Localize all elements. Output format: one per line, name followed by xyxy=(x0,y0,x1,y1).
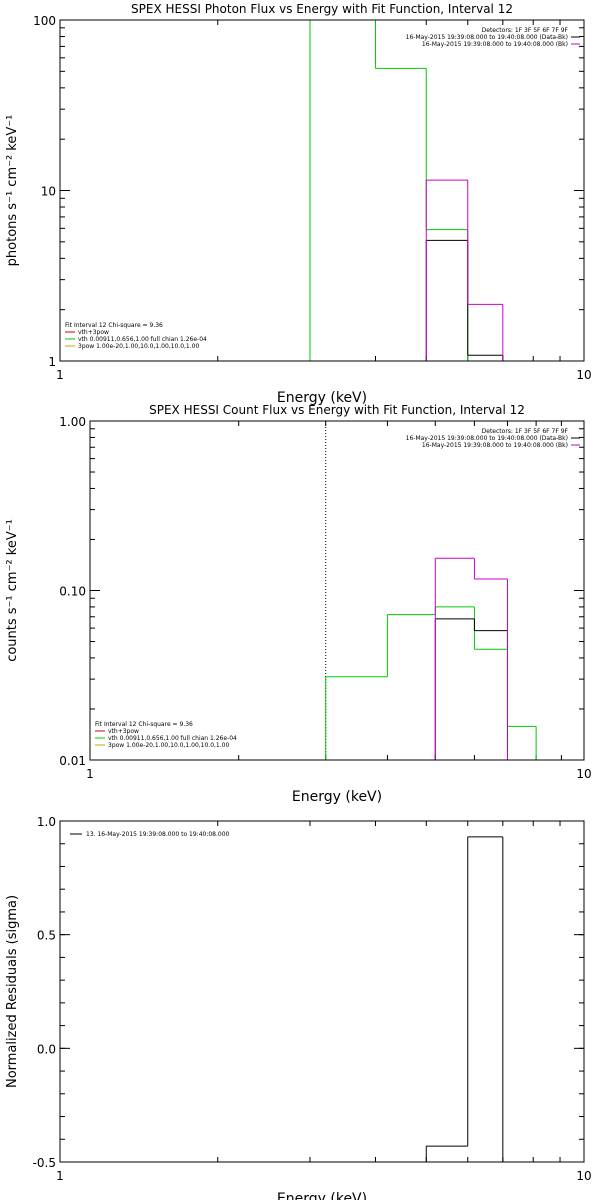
legend-text: Detectors: 1F 3F 5F 6F 7F 9F xyxy=(482,27,569,34)
y-tick-label: 0.0 xyxy=(37,1042,56,1056)
legend-text: vth+3pow xyxy=(108,728,139,735)
legend-text: vth 0.00911,0.656,1.00 full chian 1.26e-… xyxy=(78,336,207,343)
legend-text: Detectors: 1F 3F 5F 6F 7F 9F xyxy=(482,428,569,435)
x-tick-label: 10 xyxy=(576,767,591,781)
y-tick-label: 1.00 xyxy=(59,415,86,429)
legend-text: Fit Interval 12 Chi-square = 9.36 xyxy=(65,322,163,329)
y-axis-label: photons s⁻¹ cm⁻² keV⁻¹ xyxy=(5,115,20,267)
plot-area xyxy=(309,20,504,361)
x-tick-label: 1 xyxy=(86,767,94,781)
y-tick-label: 0.01 xyxy=(59,754,86,768)
plot-frame xyxy=(59,19,585,362)
plot-area xyxy=(325,421,537,760)
legend-text: 13. 16-May-2015 19:39:08.000 to 19:40:08… xyxy=(86,831,230,838)
chart-title: SPEX HESSI Photon Flux vs Energy with Fi… xyxy=(131,2,513,16)
x-axis-label: Energy (keV) xyxy=(277,1191,367,1200)
y-axis-label: counts s⁻¹ cm⁻² keV⁻¹ xyxy=(5,519,20,662)
x-tick-label: 1 xyxy=(56,1169,64,1183)
x-axis-label: Energy (keV) xyxy=(292,789,382,805)
chart-title: SPEX HESSI Count Flux vs Energy with Fit… xyxy=(149,403,525,417)
legend-text: vth 0.00911,0.656,1.00 full chian 1.26e-… xyxy=(108,735,237,742)
legend-text: Fit Interval 12 Chi-square = 9.36 xyxy=(95,721,193,728)
legend-text: 3pow 1.00e-20,1.00,10.0,1.00,10.0,1.00 xyxy=(108,742,229,749)
legend-text: 16-May-2015 19:39:08.000 to 19:40:08.000… xyxy=(422,442,568,449)
plot-frame xyxy=(89,420,585,761)
y-tick-label: 0.5 xyxy=(37,929,56,943)
x-axis-label: Energy (keV) xyxy=(277,390,367,406)
y-tick-label: 10 xyxy=(41,185,56,199)
x-tick-label: 10 xyxy=(576,368,591,382)
legend-text: 16-May-2015 19:39:08.000 to 19:40:08.000… xyxy=(406,435,568,442)
chart-panel-2: SPEX HESSI Count Flux vs Energy with Fit… xyxy=(5,403,592,805)
y-tick-label: 100 xyxy=(33,14,56,28)
plot-area xyxy=(425,836,504,1162)
x-tick-label: 1 xyxy=(56,368,64,382)
x-tick-label: 10 xyxy=(576,1169,591,1183)
chart-panel-1: SPEX HESSI Photon Flux vs Energy with Fi… xyxy=(5,2,592,406)
y-axis-label: Normalized Residuals (sigma) xyxy=(5,895,20,1088)
legend-text: 16-May-2015 19:39:08.000 to 19:40:08.000… xyxy=(422,41,568,48)
chart-panel-3: 1 10 -0.5 0.0 0.5 1.0 Energy (keV) Normalized R… xyxy=(5,815,592,1200)
y-tick-label: 1.0 xyxy=(37,815,56,829)
y-tick-label: -0.5 xyxy=(33,1156,56,1170)
legend-text: 16-May-2015 19:39:08.000 to 19:40:08.000… xyxy=(406,34,568,41)
y-tick-label: 0.10 xyxy=(59,585,86,599)
plot-frame xyxy=(59,820,585,1163)
legend-text: vth+3pow xyxy=(78,329,109,336)
legend-text: 3pow 1.00e-20,1.00,10.0,1.00,10.0,1.00 xyxy=(78,343,199,350)
y-tick-label: 1 xyxy=(48,355,56,369)
